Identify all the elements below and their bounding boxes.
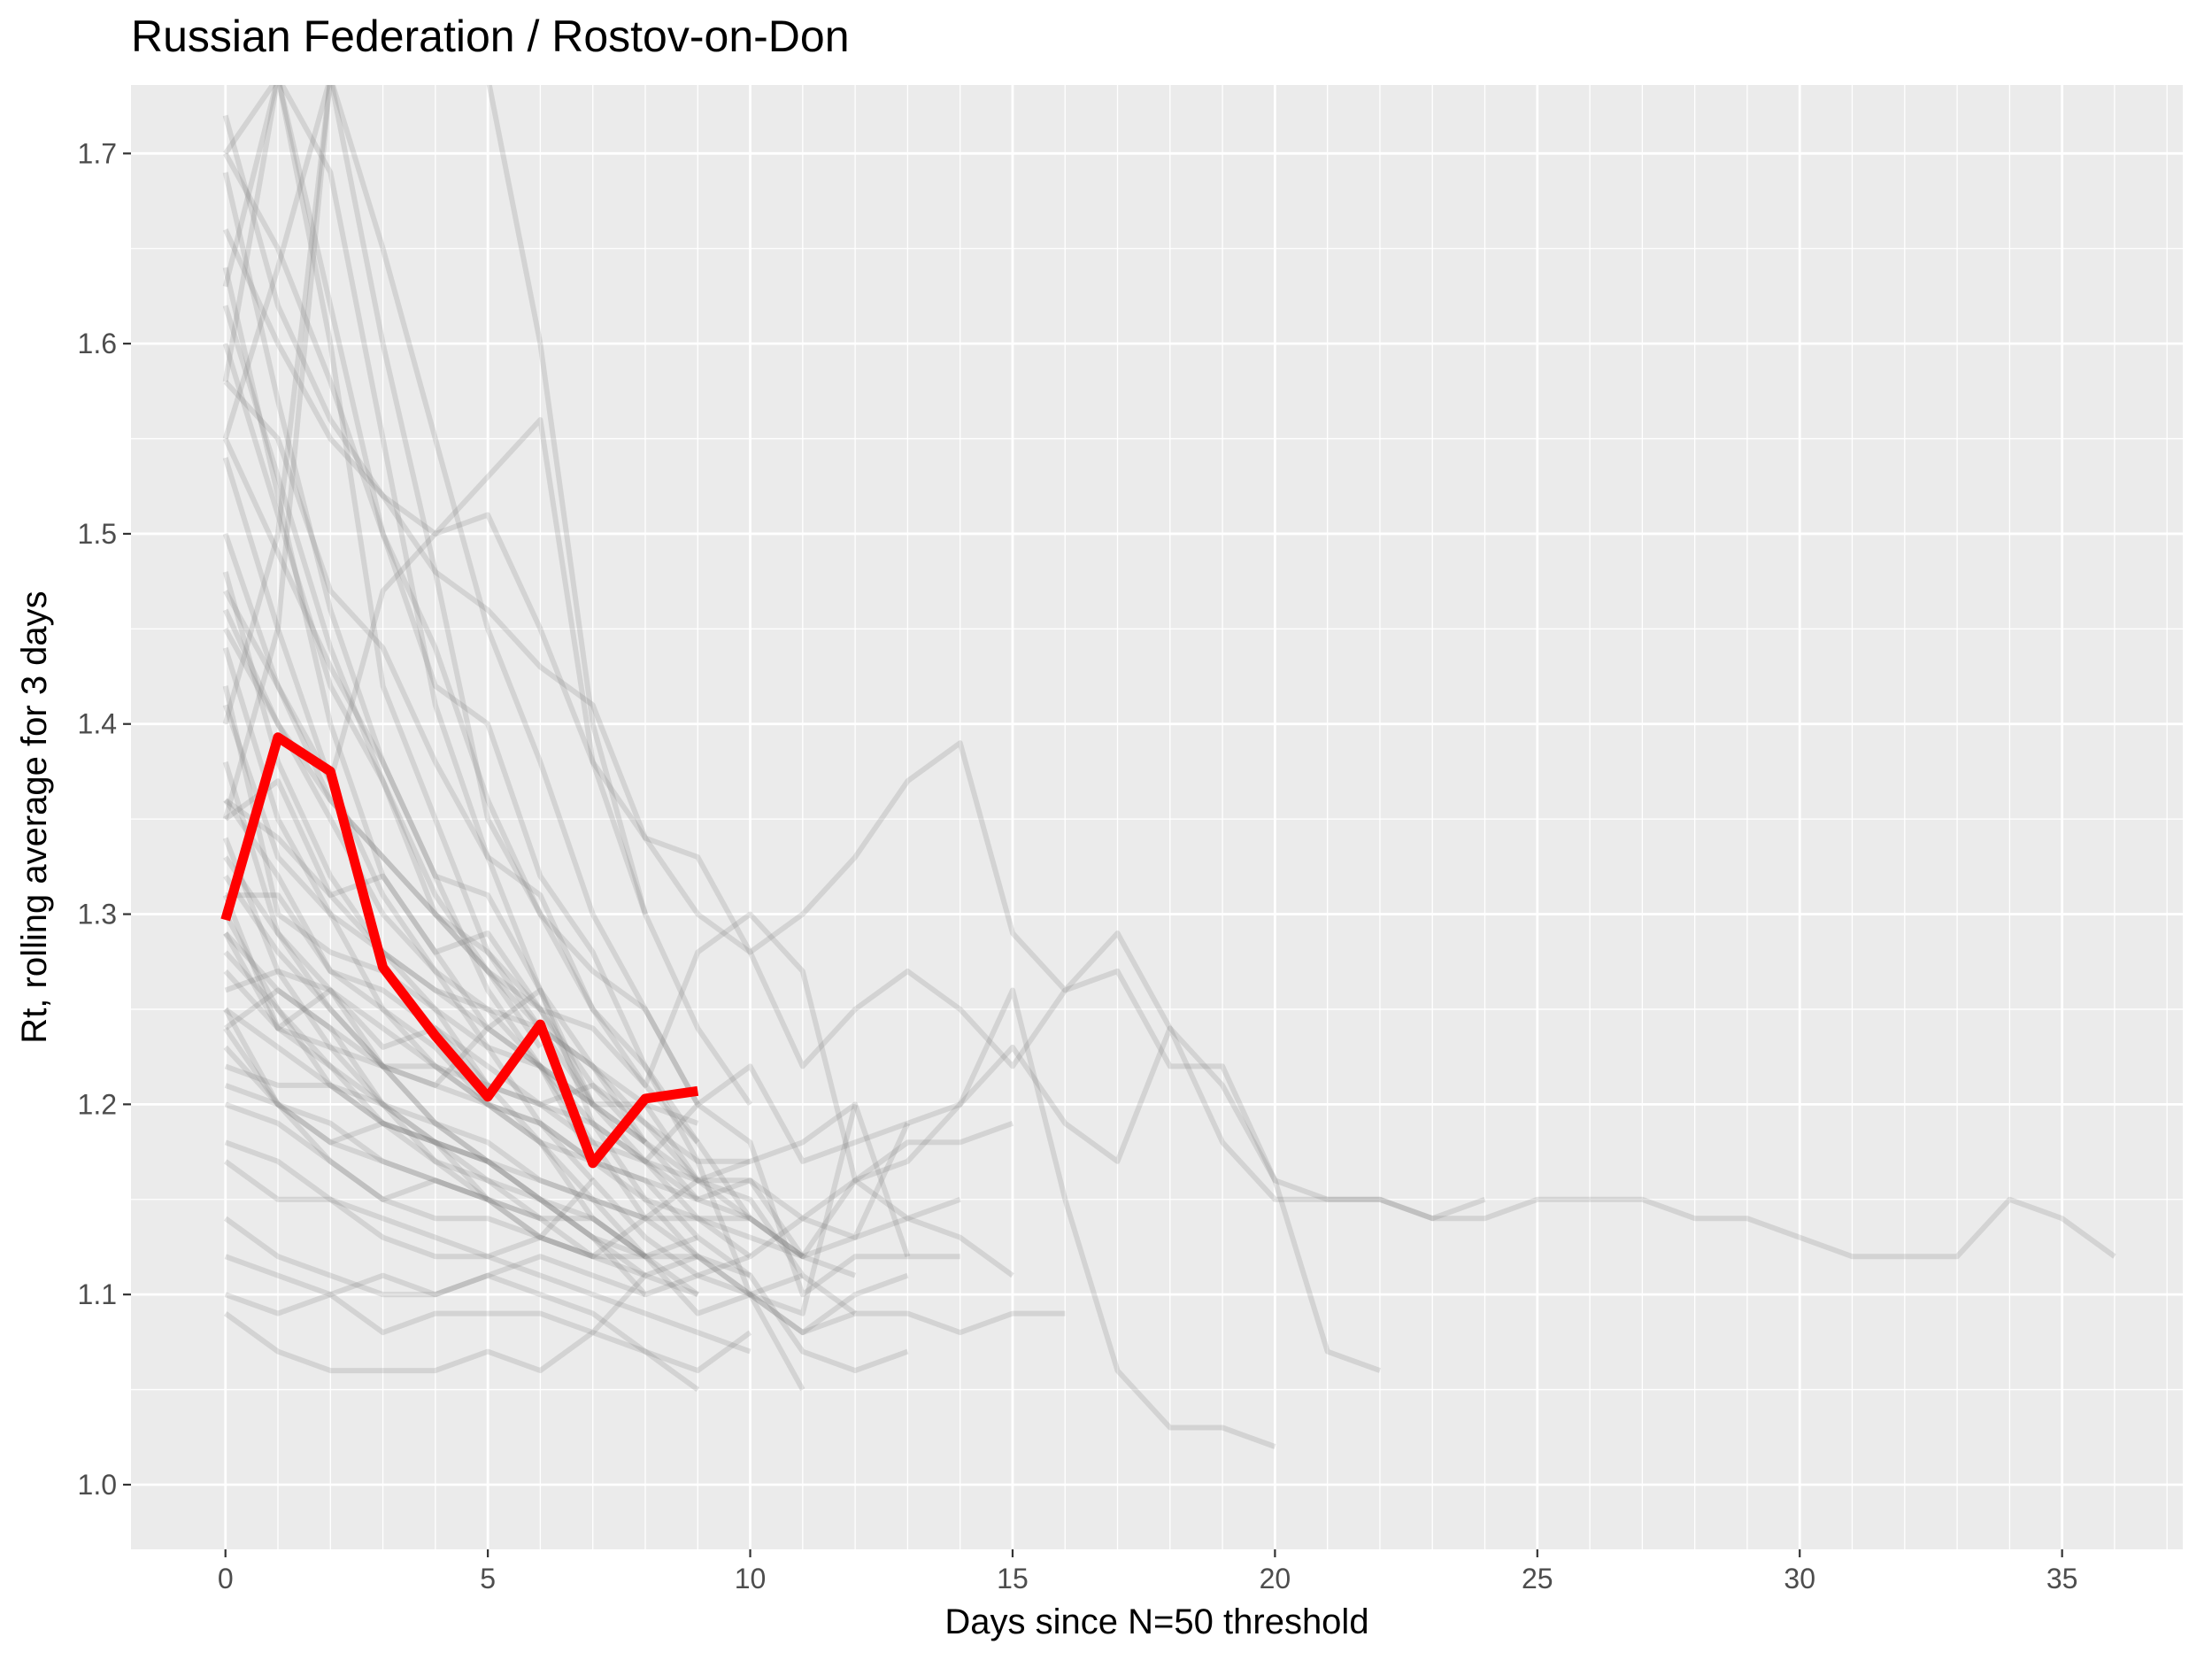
background-series-line — [223, 987, 594, 1164]
background-series-line — [223, 85, 805, 1259]
background-series-line — [223, 930, 911, 1298]
background-series-line — [223, 931, 699, 1260]
background-series-line — [222, 114, 2116, 1260]
background-series-line — [222, 85, 700, 1106]
background-series-line — [223, 969, 859, 1316]
background-series-line — [222, 704, 699, 1126]
x-tick-label: 20 — [1260, 1563, 1291, 1594]
background-series-line — [224, 1083, 489, 1202]
x-tick-label: 5 — [480, 1563, 496, 1594]
y-tick-label: 1.1 — [78, 1278, 117, 1310]
y-tick-label: 1.2 — [78, 1088, 117, 1120]
background-series-line — [223, 380, 1066, 1336]
background-series-line — [222, 893, 751, 1164]
background-series-line — [224, 1139, 751, 1355]
plot-panel — [131, 85, 2183, 1549]
background-series-line — [222, 646, 804, 1316]
y-tick-label: 1.6 — [78, 328, 117, 359]
background-series-line — [224, 1101, 699, 1298]
background-series-line — [223, 855, 647, 1259]
x-axis: 0 5 10 15 20 25 30 35 — [218, 1549, 2078, 1594]
background-series-line — [222, 532, 700, 1201]
background-series-line — [224, 1254, 699, 1336]
background-series-line — [223, 1159, 594, 1260]
background-series-line — [223, 1216, 752, 1374]
y-tick-label: 1.4 — [78, 708, 117, 740]
background-series-line — [223, 1008, 909, 1336]
background-series-line — [222, 571, 648, 1259]
background-series-line — [223, 151, 960, 1298]
background-series-line — [223, 778, 1276, 1449]
background-series-line — [222, 228, 1382, 1373]
x-tick-label: 35 — [2046, 1563, 2078, 1594]
background-series-line — [222, 85, 752, 1107]
y-tick-label: 1.0 — [78, 1469, 117, 1501]
y-tick-label: 1.7 — [78, 137, 117, 169]
x-tick-label: 25 — [1522, 1563, 1553, 1594]
background-series-line — [223, 417, 648, 915]
x-tick-label: 15 — [997, 1563, 1029, 1594]
highlight-series-group — [220, 732, 699, 1169]
minor-grid — [131, 85, 2183, 1549]
background-series-line — [222, 305, 543, 1049]
background-series-line — [223, 1045, 805, 1392]
y-tick-label: 1.5 — [78, 518, 117, 550]
y-axis: 1.0 1.1 1.2 1.3 1.4 1.5 1.6 1.7 — [78, 137, 131, 1501]
background-series-line — [223, 798, 647, 1145]
background-series-line — [222, 266, 751, 1278]
background-series-line — [222, 685, 909, 1374]
background-series-line — [222, 437, 961, 1222]
chart-title: Russian Federation / Rostov-on-Don — [131, 12, 850, 61]
background-series-line — [223, 798, 805, 1258]
background-series-line — [223, 874, 1486, 1222]
background-series-line — [223, 950, 1014, 1278]
highlight-series-line — [220, 732, 699, 1169]
background-series-line — [224, 1254, 647, 1316]
background-series-line — [222, 761, 699, 1184]
background-series-line — [225, 892, 857, 1278]
background-series-line — [222, 608, 1014, 1260]
background-series-line — [222, 85, 700, 1145]
background-series-group — [222, 85, 2116, 1449]
background-series-line — [222, 85, 648, 1145]
x-tick-label: 0 — [218, 1563, 234, 1594]
background-series-line — [222, 837, 489, 1164]
background-series-line — [224, 969, 751, 1222]
background-series-line — [222, 457, 595, 1183]
x-tick-label: 30 — [1784, 1563, 1815, 1594]
background-series-line — [223, 1026, 911, 1260]
x-axis-title: Days since N=50 threshold — [944, 1602, 1368, 1641]
background-series-line — [223, 1007, 647, 1278]
y-tick-label: 1.3 — [78, 899, 117, 930]
background-series-line — [222, 85, 752, 1259]
major-grid — [131, 85, 2183, 1549]
y-axis-title: Rt, rolling average for 3 days — [15, 591, 54, 1043]
background-series-line — [224, 1063, 700, 1297]
background-series-line — [223, 913, 542, 1222]
background-series-line — [222, 343, 857, 1316]
x-tick-label: 10 — [735, 1563, 767, 1594]
background-series-line — [223, 1311, 700, 1393]
